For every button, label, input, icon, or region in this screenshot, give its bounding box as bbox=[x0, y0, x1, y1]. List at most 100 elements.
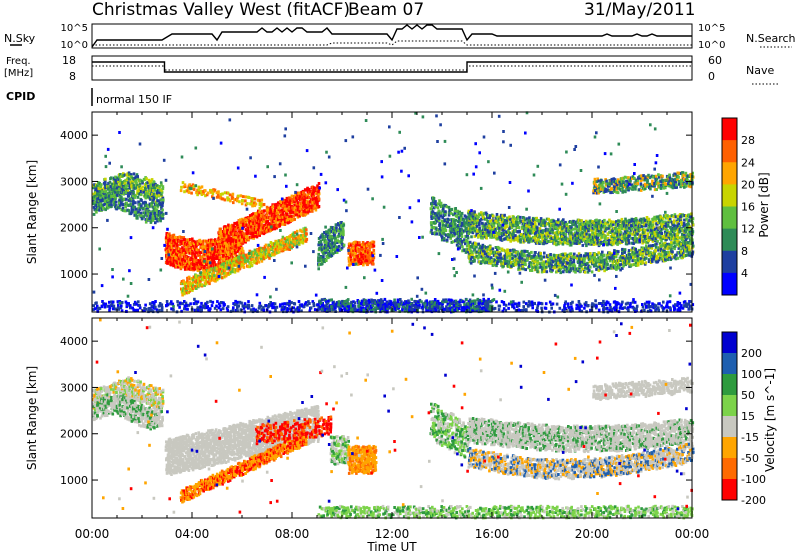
range-cell bbox=[227, 252, 230, 256]
range-cell bbox=[124, 183, 127, 187]
range-cell bbox=[333, 242, 336, 245]
range-cell bbox=[92, 186, 95, 190]
range-cell bbox=[339, 229, 343, 233]
range-cell bbox=[331, 252, 335, 256]
range-cell bbox=[444, 213, 447, 217]
range-cell bbox=[308, 209, 311, 213]
range-cell bbox=[104, 202, 108, 206]
range-cell bbox=[134, 210, 138, 214]
range-cell bbox=[205, 276, 209, 280]
range-cell bbox=[183, 190, 186, 194]
range-cell bbox=[160, 190, 164, 194]
range-cell bbox=[436, 228, 440, 232]
range-cell bbox=[175, 243, 179, 247]
range-cell bbox=[238, 256, 242, 260]
range-cell bbox=[209, 188, 212, 192]
range-cell bbox=[336, 239, 340, 243]
range-cell bbox=[120, 196, 123, 200]
range-cell bbox=[300, 234, 303, 237]
range-cell bbox=[432, 206, 436, 210]
range-cell bbox=[265, 213, 269, 217]
range-cell bbox=[207, 254, 211, 258]
range-cell bbox=[303, 192, 306, 196]
range-cell bbox=[187, 275, 191, 279]
nsearch-label: N.Search bbox=[746, 32, 796, 45]
range-cell bbox=[312, 189, 315, 192]
range-cell bbox=[224, 264, 228, 268]
range-cell bbox=[222, 233, 226, 237]
range-cell bbox=[443, 218, 447, 222]
range-cell bbox=[194, 276, 198, 280]
range-cell bbox=[304, 212, 308, 216]
range-cell bbox=[151, 193, 154, 196]
range-cell bbox=[149, 179, 153, 183]
range-cell bbox=[156, 203, 159, 207]
range-cell bbox=[100, 183, 103, 187]
range-cell bbox=[155, 217, 158, 221]
range-cell bbox=[135, 214, 139, 218]
range-cell bbox=[252, 231, 255, 235]
range-cell bbox=[367, 257, 371, 261]
range-cell bbox=[168, 258, 171, 262]
range-cell bbox=[297, 192, 300, 196]
range-cell bbox=[327, 256, 330, 260]
range-cell bbox=[299, 237, 303, 241]
range-cell bbox=[283, 204, 286, 208]
range-cell bbox=[121, 208, 125, 212]
range-cell bbox=[145, 203, 148, 207]
range-cell bbox=[191, 261, 195, 265]
range-cell bbox=[218, 267, 221, 271]
range-cell bbox=[441, 216, 444, 219]
range-cell bbox=[179, 189, 183, 193]
range-cell bbox=[571, 227, 575, 231]
range-cell bbox=[253, 224, 257, 228]
range-cell bbox=[260, 248, 264, 252]
range-cell bbox=[153, 211, 156, 215]
range-cell bbox=[362, 263, 365, 267]
range-cell bbox=[312, 198, 315, 202]
range-cell bbox=[322, 257, 325, 261]
range-cell bbox=[136, 195, 140, 199]
range-cell bbox=[364, 249, 367, 253]
range-cell bbox=[316, 203, 319, 207]
range-cell bbox=[189, 248, 193, 252]
range-cell bbox=[452, 234, 456, 238]
range-cell bbox=[282, 241, 285, 245]
range-cell bbox=[111, 182, 114, 186]
range-cell bbox=[147, 214, 151, 218]
range-cell bbox=[288, 237, 292, 241]
range-cell bbox=[187, 255, 190, 259]
range-cell bbox=[304, 210, 308, 214]
range-cell bbox=[274, 247, 278, 251]
range-cell bbox=[149, 220, 153, 224]
range-cell bbox=[213, 238, 217, 242]
range-cell bbox=[470, 235, 473, 239]
range-cell bbox=[227, 236, 230, 240]
range-cell bbox=[304, 202, 307, 206]
range-cell bbox=[205, 274, 209, 278]
range-cell bbox=[442, 223, 445, 227]
range-cell bbox=[634, 236, 637, 239]
range-cell bbox=[229, 224, 232, 228]
range-cell bbox=[142, 211, 146, 215]
range-cell bbox=[430, 204, 434, 208]
range-cell bbox=[184, 250, 188, 254]
range-cell bbox=[275, 213, 278, 217]
range-cell bbox=[175, 259, 178, 263]
range-cell bbox=[98, 181, 101, 185]
range-cell bbox=[172, 253, 176, 257]
range-cell bbox=[276, 209, 279, 212]
range-cell bbox=[246, 259, 250, 263]
range-cell bbox=[334, 223, 338, 227]
range-cell bbox=[205, 261, 209, 265]
range-cell bbox=[533, 220, 537, 224]
range-cell bbox=[207, 266, 211, 270]
range-cell bbox=[206, 243, 210, 247]
range-cell bbox=[223, 250, 226, 254]
range-cell bbox=[127, 209, 131, 213]
range-cell bbox=[183, 292, 186, 296]
range-cell bbox=[229, 199, 232, 203]
range-cell bbox=[92, 212, 96, 216]
range-cell bbox=[279, 245, 283, 249]
